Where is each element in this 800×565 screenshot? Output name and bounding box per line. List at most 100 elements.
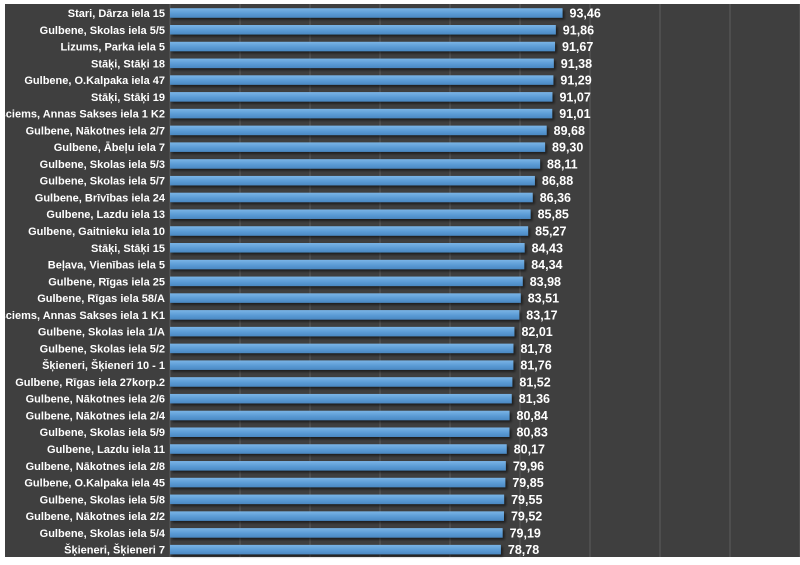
category-label-5: Stāķi, Stāķi 19 xyxy=(91,92,165,104)
category-label-26: Gulbene, Lazdu iela 11 xyxy=(47,444,165,456)
bar-14 xyxy=(170,243,525,253)
value-label-18: 83,17 xyxy=(526,308,557,322)
value-label-15: 84,34 xyxy=(531,258,562,272)
category-label-17: Gulbene, Rīgas iela 58/A xyxy=(37,293,165,305)
bar-15 xyxy=(170,259,525,270)
category-label-29: Gulbene, Skolas iela 5/8 xyxy=(40,494,165,506)
category-label-18: asciems, Annas Sakses iela 1 K1 xyxy=(0,310,165,322)
bar-0 xyxy=(170,8,563,18)
value-label-32: 78,78 xyxy=(508,543,539,557)
value-label-29: 79,55 xyxy=(511,493,542,507)
bar-6 xyxy=(170,108,553,119)
bar-22 xyxy=(170,377,513,387)
value-label-26: 80,17 xyxy=(514,443,545,457)
category-label-27: Gulbene, Nākotnes iela 2/8 xyxy=(26,461,165,473)
bar-27 xyxy=(170,461,506,471)
category-label-22: Gulbene, Rīgas iela 27korp.2 xyxy=(15,377,165,389)
value-label-17: 83,51 xyxy=(528,292,559,306)
bar-5 xyxy=(170,92,553,102)
bar-21 xyxy=(170,360,514,370)
category-label-10: Gulbene, Skolas iela 5/7 xyxy=(40,176,165,188)
category-label-32: Šķieneri, Šķieneri 7 xyxy=(64,544,165,557)
value-label-22: 81,52 xyxy=(519,375,550,389)
category-label-14: Stāķi, Stāķi 15 xyxy=(91,243,165,255)
value-label-3: 91,38 xyxy=(561,57,592,71)
bars xyxy=(170,8,563,555)
category-label-23: Gulbene, Nākotnes iela 2/6 xyxy=(26,394,165,406)
category-label-20: Gulbene, Skolas iela 5/2 xyxy=(40,343,165,355)
value-label-31: 79,19 xyxy=(510,526,541,540)
category-label-9: Gulbene, Skolas iela 5/3 xyxy=(40,159,165,171)
bar-7 xyxy=(170,125,547,136)
bar-31 xyxy=(170,528,503,538)
category-label-4: Gulbene, O.Kalpaka iela 47 xyxy=(24,75,165,87)
category-label-0: Stari, Dārza iela 15 xyxy=(68,8,165,20)
bar-25 xyxy=(170,427,510,437)
bar-26 xyxy=(170,444,507,454)
bar-11 xyxy=(170,192,533,203)
category-label-11: Gulbene, Brīvības iela 24 xyxy=(35,192,166,204)
value-label-24: 80,84 xyxy=(517,409,548,423)
bar-2 xyxy=(170,41,556,52)
bar-4 xyxy=(170,75,554,85)
value-label-0: 93,46 xyxy=(570,6,601,20)
category-label-25: Gulbene, Skolas iela 5/9 xyxy=(40,427,165,439)
value-label-6: 91,01 xyxy=(559,107,590,121)
bar-3 xyxy=(170,58,554,69)
bar-8 xyxy=(170,142,546,152)
bar-19 xyxy=(170,326,515,337)
bar-29 xyxy=(170,494,505,505)
category-label-13: Gulbene, Gaitnieku iela 10 xyxy=(28,226,165,238)
bar-10 xyxy=(170,175,535,186)
bar-30 xyxy=(170,511,504,521)
bar-13 xyxy=(170,226,529,236)
category-label-2: Lizums, Parka iela 5 xyxy=(60,42,165,54)
category-label-6: asciems, Annas Sakses iela 1 K2 xyxy=(0,109,165,121)
value-label-21: 81,76 xyxy=(520,359,551,373)
bar-12 xyxy=(170,209,531,219)
value-label-16: 83,98 xyxy=(530,275,561,289)
value-label-20: 81,78 xyxy=(520,342,551,356)
value-label-9: 88,11 xyxy=(547,157,578,171)
category-label-7: Gulbene, Nākotnes iela 2/7 xyxy=(26,125,165,137)
bar-23 xyxy=(170,393,512,404)
value-labels: 93,46 91,86 91,67 91,38 91,29 91,07 91,01 89,68… xyxy=(508,6,601,557)
value-label-27: 79,96 xyxy=(513,459,544,473)
category-label-1: Gulbene, Skolas iela 5/5 xyxy=(40,25,165,37)
value-label-19: 82,01 xyxy=(521,325,552,339)
category-label-19: Gulbene, Skolas iela 1/A xyxy=(38,327,165,339)
bar-28 xyxy=(170,477,506,488)
bar-9 xyxy=(170,159,541,169)
category-label-3: Stāķi, Stāķi 18 xyxy=(91,58,165,70)
value-label-5: 91,07 xyxy=(559,90,590,104)
value-label-8: 89,30 xyxy=(552,141,583,155)
value-label-28: 79,85 xyxy=(512,476,543,490)
bar-1 xyxy=(170,25,556,35)
bar-32 xyxy=(170,544,501,555)
bar-18 xyxy=(170,310,520,320)
category-label-30: Gulbene, Nākotnes iela 2/2 xyxy=(26,511,165,523)
value-label-23: 81,36 xyxy=(519,392,550,406)
value-label-12: 85,85 xyxy=(538,208,569,222)
category-label-28: Gulbene, O.Kalpaka iela 45 xyxy=(24,478,165,490)
category-label-15: Beļava, Vienības iela 5 xyxy=(48,260,165,272)
category-label-21: Šķieneri, Šķieneri 10 - 1 xyxy=(42,359,165,372)
bar-16 xyxy=(170,276,523,287)
bar-20 xyxy=(170,343,514,354)
value-label-10: 86,88 xyxy=(542,174,573,188)
category-label-12: Gulbene, Lazdu iela 13 xyxy=(46,209,165,221)
value-label-4: 91,29 xyxy=(560,74,591,88)
category-label-16: Gulbene, Rīgas iela 25 xyxy=(48,276,165,288)
value-label-13: 85,27 xyxy=(535,224,566,238)
value-label-14: 84,43 xyxy=(532,241,563,255)
value-label-1: 91,86 xyxy=(563,23,594,37)
value-label-11: 86,36 xyxy=(540,191,571,205)
category-label-31: Gulbene, Skolas iela 5/4 xyxy=(40,528,166,540)
value-label-30: 79,52 xyxy=(511,510,542,524)
category-label-8: Gulbene, Ābeļu iela 7 xyxy=(54,142,165,154)
bar-24 xyxy=(170,410,510,421)
category-labels: Stari, Dārza iela 15 Gulbene, Skolas iela… xyxy=(0,8,166,557)
value-label-25: 80,83 xyxy=(516,426,547,440)
value-label-7: 89,68 xyxy=(554,124,585,138)
